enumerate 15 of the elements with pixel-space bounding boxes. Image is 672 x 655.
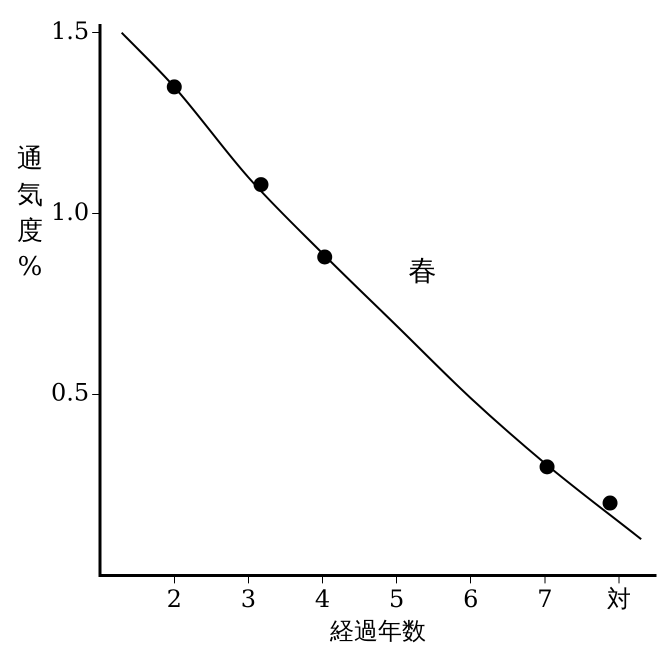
x-tick-label: 対 <box>606 585 631 614</box>
x-tick-label: 3 <box>240 585 256 614</box>
x-tick-label: 4 <box>314 585 330 614</box>
x-tick-label: 6 <box>463 585 478 614</box>
line-series <box>120 32 642 540</box>
x-tick-label: 7 <box>537 585 552 614</box>
x-tick-label: 2 <box>166 585 182 614</box>
y-tick-label: 0.5 <box>50 378 90 407</box>
annotation: 春 <box>408 254 437 288</box>
x-axis-title: 経過年数 <box>329 616 426 645</box>
point <box>602 496 618 511</box>
y-axis-title: 通気度% <box>17 144 43 282</box>
y-tick-label: 1.0 <box>50 198 90 226</box>
x-tick-label: 5 <box>388 585 404 614</box>
y-tick-label: 1.5 <box>50 16 90 45</box>
